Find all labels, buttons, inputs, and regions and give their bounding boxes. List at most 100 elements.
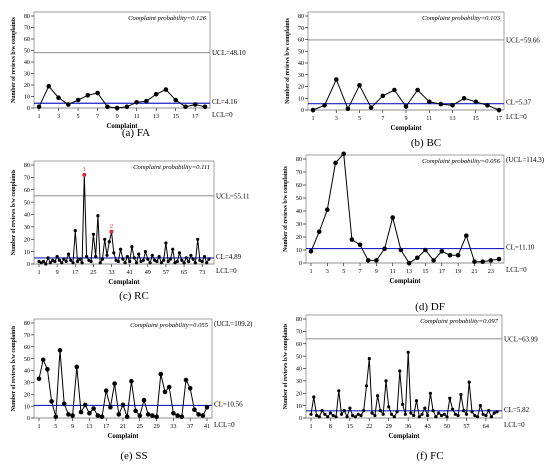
x-tick-label: 17 xyxy=(439,268,445,275)
y-tick-label: 60 xyxy=(24,36,30,43)
y-tick-label: 20 xyxy=(24,236,30,243)
data-point xyxy=(146,257,150,261)
data-point xyxy=(85,255,89,259)
y-axis-title: Number of reviews b/w complaints xyxy=(11,325,17,412)
x-tick-label: 22 xyxy=(366,423,372,430)
y-tick-label: 30 xyxy=(296,221,302,228)
data-point xyxy=(357,242,363,248)
y-axis-title: Number of reviews b/w complaints xyxy=(285,17,291,104)
y-tick-label: 10 xyxy=(296,403,302,410)
x-tick-label: 5 xyxy=(77,113,80,120)
x-tick-label: 29 xyxy=(386,423,392,430)
data-point xyxy=(134,100,139,105)
data-point xyxy=(365,258,371,263)
data-point xyxy=(134,261,139,265)
data-point xyxy=(342,409,346,413)
data-point xyxy=(41,259,46,264)
data-point xyxy=(480,259,486,265)
x-tick-label: 5 xyxy=(342,268,345,275)
x-tick-label: 36 xyxy=(405,423,411,430)
data-point xyxy=(163,87,169,92)
x-tick-label: 65 xyxy=(181,269,187,276)
data-point xyxy=(69,258,73,262)
data-point xyxy=(78,257,82,261)
data-point xyxy=(182,261,186,265)
data-point xyxy=(75,97,81,103)
data-point xyxy=(53,259,57,264)
data-point xyxy=(87,411,92,416)
x-axis-title: Complaint xyxy=(108,433,140,440)
y-tick-label: 30 xyxy=(24,224,30,231)
data-point xyxy=(309,412,313,416)
y-tick-label: 50 xyxy=(296,353,302,360)
data-point xyxy=(398,369,402,373)
data-point xyxy=(317,415,321,419)
x-tick-label: 17 xyxy=(192,113,198,120)
data-point xyxy=(99,414,105,420)
x-tick-label: 19 xyxy=(455,268,461,275)
data-point xyxy=(367,357,371,361)
data-point xyxy=(120,402,126,408)
data-point xyxy=(389,412,394,416)
data-point xyxy=(451,407,455,411)
data-point xyxy=(108,405,113,410)
y-tick-label: 20 xyxy=(24,82,30,89)
y-tick-label: 50 xyxy=(24,48,30,55)
y-tick-label: 30 xyxy=(296,378,302,385)
ucl-label: (UCL=114.3) xyxy=(506,156,545,164)
y-tick-label: 40 xyxy=(24,212,30,219)
y-axis-title: Number of reviews b/w complaints xyxy=(283,323,289,410)
data-point xyxy=(98,261,102,265)
data-point xyxy=(470,410,474,414)
x-tick-label: 57 xyxy=(163,269,169,276)
complaint-probability-annotation: Complaint probability=0.111 xyxy=(133,164,210,171)
data-point xyxy=(145,412,151,417)
chart-panel-6: 0 10 20 30 40 50 60 70 80 1 8 15 22 29 36 43 50 57 64 Compl… xyxy=(283,314,538,462)
cl-label: CL=10.56 xyxy=(214,400,243,408)
data-point xyxy=(473,413,477,418)
data-point xyxy=(415,255,420,261)
data-point xyxy=(103,237,107,241)
data-point xyxy=(328,411,332,415)
x-tick-label: 1 xyxy=(37,269,40,276)
x-tick-label: 13 xyxy=(406,268,412,275)
data-point xyxy=(496,256,502,262)
y-tick-label: 30 xyxy=(24,380,30,387)
data-point xyxy=(94,255,98,259)
data-point xyxy=(66,412,71,417)
x-tick-label: 15 xyxy=(422,268,428,275)
data-point xyxy=(316,229,322,235)
data-point xyxy=(439,413,444,418)
data-point xyxy=(364,384,369,388)
data-point xyxy=(112,381,117,386)
data-point xyxy=(202,255,207,259)
y-tick-label: 10 xyxy=(296,247,302,254)
y-tick-label: 0 xyxy=(299,260,302,267)
data-point xyxy=(44,262,48,266)
data-point xyxy=(78,409,84,415)
data-point xyxy=(158,371,164,377)
x-axis-title: Complaint xyxy=(390,278,422,285)
data-point xyxy=(427,99,432,105)
data-point xyxy=(337,389,341,393)
x-axis-title: Complaint xyxy=(389,433,421,440)
y-tick-label: 60 xyxy=(24,344,30,351)
data-point xyxy=(415,87,420,93)
data-point xyxy=(370,411,374,415)
data-point xyxy=(382,246,387,251)
data-point xyxy=(431,258,436,263)
data-point xyxy=(56,95,61,100)
x-tick-label: 1 xyxy=(309,423,312,430)
data-point xyxy=(192,102,198,107)
y-tick-label: 0 xyxy=(27,415,30,422)
data-point xyxy=(171,411,176,416)
y-tick-label: 50 xyxy=(298,48,304,55)
data-point xyxy=(57,258,62,262)
ucl-label: UCL=59.66 xyxy=(506,36,540,44)
cl-label: CL=5.82 xyxy=(504,406,530,414)
plot-frame xyxy=(307,11,505,111)
x-tick-label: 17 xyxy=(496,115,502,122)
x-tick-label: 13 xyxy=(153,113,159,120)
y-tick-label: 80 xyxy=(24,13,30,20)
